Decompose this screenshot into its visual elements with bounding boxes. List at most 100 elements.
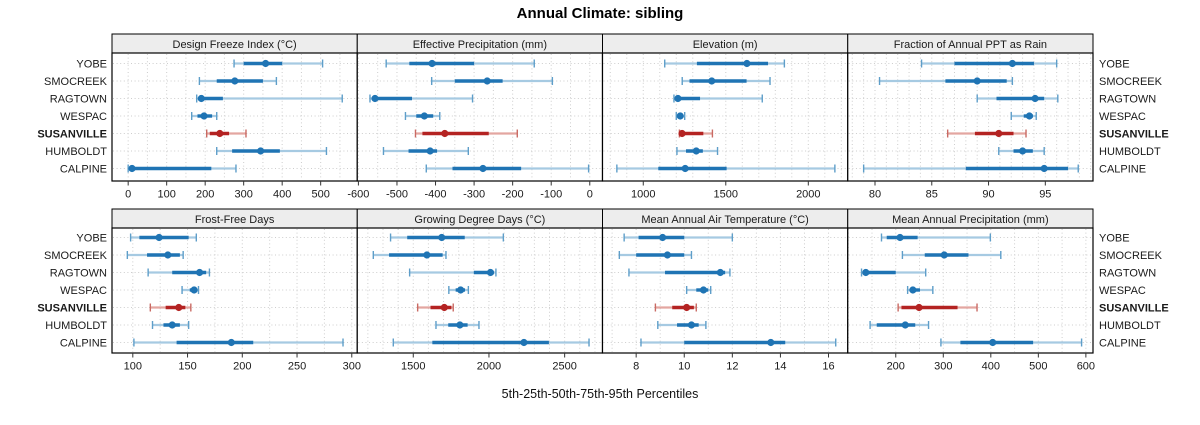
percentile-row-ragtown [369, 94, 474, 103]
x-tick-label: 90 [982, 189, 994, 201]
percentile-row-wespac [675, 112, 686, 120]
median-dot [674, 94, 682, 103]
site-label-right-ragtown-row0: RAGTOWN [1099, 94, 1156, 106]
x-tick-label: 250 [288, 361, 306, 373]
median-dot [483, 77, 491, 85]
median-dot [456, 321, 464, 329]
median-dot [197, 94, 205, 103]
site-label-right-humboldt-row0: HUMBOLDT [1099, 146, 1161, 158]
median-dot [520, 338, 528, 347]
panel-background [357, 53, 603, 181]
x-tick-label: -400 [425, 189, 447, 201]
x-tick-label: 200 [196, 189, 214, 201]
x-tick-label: 500 [1029, 361, 1047, 373]
panel-0-0: Design Freeze Index (°C) 0 100 200 300 400 500 [111, 33, 358, 201]
panel-title: Frost-Free Days [195, 214, 275, 226]
chart-title: Annual Climate: sibling [516, 5, 684, 22]
x-tick-label: 10 [678, 361, 690, 373]
percentile-row-calpine [616, 164, 836, 173]
site-label-left-calpine-row0: CALPINE [60, 164, 107, 176]
x-tick-label: 400 [982, 361, 1000, 373]
percentile-row-ragtown [628, 268, 731, 277]
site-label-left-yobe-row1: YOBE [76, 233, 107, 245]
x-tick-label: 100 [124, 361, 142, 373]
site-label-left-ragtown-row1: RAGTOWN [50, 268, 107, 280]
panel-background [112, 228, 358, 353]
percentile-row-yobe [233, 59, 324, 68]
median-dot [200, 112, 208, 120]
panel-background [357, 228, 603, 353]
percentile-row-humboldt [998, 147, 1045, 155]
median-dot [909, 286, 917, 294]
median-dot [175, 303, 183, 312]
site-label-left-yobe-row0: YOBE [76, 59, 107, 71]
x-tick-label: 400 [273, 189, 291, 201]
median-dot [155, 233, 163, 242]
percentile-row-susanville [414, 129, 518, 138]
percentile-row-smocreek [198, 77, 278, 85]
percentile-row-calpine [133, 338, 344, 347]
median-dot [457, 286, 465, 294]
median-dot [428, 59, 436, 68]
site-label-left-susanville-row0: SUSANVILLE [37, 129, 107, 141]
x-tick-label: -500 [386, 189, 408, 201]
median-dot [479, 164, 487, 173]
site-label-right-susanville-row1: SUSANVILLE [1099, 303, 1169, 315]
percentile-row-smocreek [126, 251, 184, 259]
median-dot [940, 251, 948, 259]
panel-0-3: Fraction of Annual PPT as Rain 80 85 90 95 [847, 33, 1094, 201]
site-label-left-ragtown-row0: RAGTOWN [50, 94, 107, 106]
site-label-left-smocreek-row1: SMOCREEK [44, 250, 108, 262]
x-tick-label: 2500 [552, 361, 576, 373]
site-label-left-wespac-row1: WESPAC [60, 285, 107, 297]
median-dot [164, 251, 172, 259]
median-dot [227, 338, 235, 347]
median-dot [995, 129, 1003, 138]
x-tick-label: -300 [463, 189, 485, 201]
x-tick-label: 300 [343, 361, 361, 373]
panel-title: Fraction of Annual PPT as Rain [894, 39, 1047, 51]
x-tick-label: 300 [934, 361, 952, 373]
x-tick-label: 85 [926, 189, 938, 201]
median-dot [1040, 164, 1048, 173]
x-tick-label: 12 [726, 361, 738, 373]
site-label-left-wespac-row0: WESPAC [60, 111, 107, 123]
percentile-row-smocreek [430, 77, 554, 85]
median-dot [257, 147, 265, 155]
percentile-row-calpine [862, 164, 1079, 173]
panel-1-2: Mean Annual Air Temperature (°C) 8 10 12 14 1… [601, 208, 849, 373]
percentile-row-ragtown [408, 268, 497, 277]
panel-background [602, 53, 848, 181]
site-label-right-smocreek-row0: SMOCREEK [1099, 76, 1163, 88]
percentile-row-susanville [897, 303, 978, 312]
x-tick-label: -600 [347, 189, 369, 201]
median-dot [440, 303, 448, 312]
percentile-row-ragtown [147, 268, 211, 277]
site-label-left-humboldt-row1: HUMBOLDT [45, 320, 107, 332]
median-dot [699, 286, 708, 294]
median-dot [426, 147, 434, 155]
panel-title: Effective Precipitation (mm) [413, 39, 547, 51]
median-dot [1008, 59, 1016, 68]
x-tick-label: 0 [587, 189, 593, 201]
median-dot [190, 286, 198, 294]
panel-title: Elevation (m) [693, 39, 758, 51]
percentile-row-wespac [906, 286, 934, 294]
x-tick-label: 150 [178, 361, 196, 373]
median-dot [743, 59, 751, 68]
site-label-right-ragtown-row1: RAGTOWN [1099, 268, 1156, 280]
median-dot [716, 268, 724, 277]
percentile-row-susanville [149, 303, 192, 312]
percentile-row-yobe [880, 233, 992, 242]
x-tick-label: 1500 [714, 189, 738, 201]
percentile-row-wespac [181, 286, 200, 294]
median-dot [681, 164, 689, 173]
median-dot [687, 321, 696, 329]
median-dot [708, 77, 716, 85]
percentile-row-susanville [946, 129, 1027, 138]
site-label-right-humboldt-row1: HUMBOLDT [1099, 320, 1161, 332]
percentile-row-humboldt [657, 321, 707, 329]
site-label-left-smocreek-row0: SMOCREEK [44, 76, 108, 88]
site-label-right-smocreek-row1: SMOCREEK [1099, 250, 1163, 262]
median-dot [1031, 94, 1039, 103]
